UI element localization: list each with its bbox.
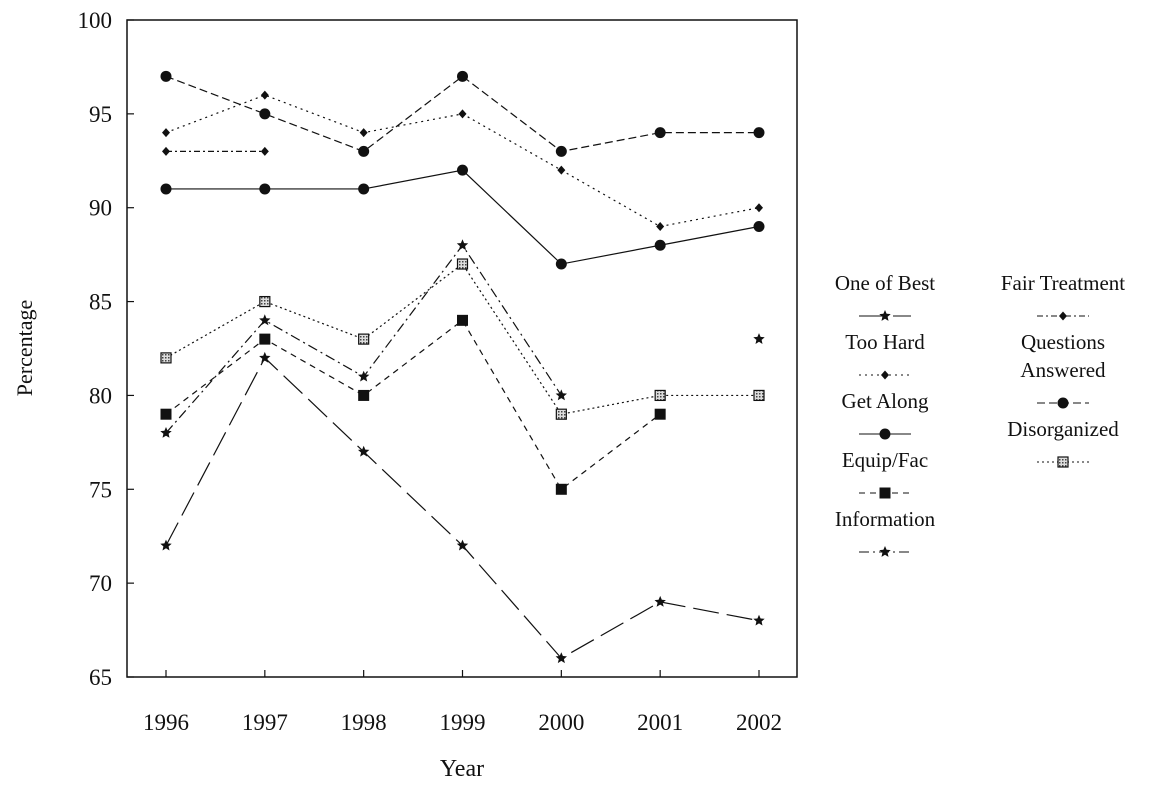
marker-star [555, 389, 567, 401]
marker-diamond [1059, 311, 1067, 321]
plot-frame [126, 19, 798, 678]
marker-star [358, 370, 370, 382]
marker-star [358, 445, 370, 457]
series-line [165, 356, 760, 659]
marker-star [753, 614, 765, 626]
y-axis-label: Percentage [12, 300, 37, 397]
marker-star [555, 652, 567, 664]
marker-circle [160, 183, 172, 195]
marker-circle [358, 145, 370, 157]
x-tick-label: 1996 [143, 710, 189, 735]
marker-circle [654, 127, 666, 139]
x-tick-label: 1997 [242, 710, 288, 735]
y-tick-label: 100 [78, 8, 113, 33]
y-tick-label: 65 [89, 665, 112, 690]
marker-circle [555, 145, 567, 157]
x-axis-label: Year [440, 756, 484, 782]
marker-star [259, 351, 271, 363]
marker-square [457, 314, 468, 326]
marker-star [259, 314, 271, 326]
marker-diamond [162, 146, 170, 156]
legend-label: Disorganized [1007, 417, 1119, 441]
marker-diamond [557, 165, 566, 175]
x-tick-label: 1999 [440, 710, 486, 735]
marker-checkered-square [160, 352, 172, 364]
x-tick-label: 2002 [736, 710, 782, 735]
y-tick-label: 90 [89, 196, 112, 221]
marker-circle [879, 428, 891, 440]
series-line [166, 245, 759, 433]
x-tick-label: 2001 [637, 710, 683, 735]
marker-square [358, 389, 370, 401]
marker-diamond [755, 203, 763, 213]
marker-diamond [260, 90, 269, 100]
marker-circle [555, 258, 567, 270]
x-tick-label: 1998 [341, 710, 387, 735]
legend-label: Get Along [842, 389, 929, 413]
series-line [165, 263, 759, 415]
marker-checkered-square [358, 333, 370, 345]
marker-diamond [260, 146, 269, 156]
legend-label-line: Answered [1020, 358, 1106, 382]
legend-label: Fair Treatment [1001, 271, 1125, 295]
marker-circle [160, 70, 172, 82]
legend-label: One of Best [835, 271, 935, 295]
y-tick-label: 80 [89, 383, 112, 408]
y-tick-label: 95 [89, 102, 112, 127]
y-tick-label: 75 [89, 477, 112, 502]
x-tick-label: 2000 [538, 710, 584, 735]
marker-checkered-square [1057, 456, 1069, 468]
marker-checkered-square [654, 389, 666, 402]
marker-diamond [656, 221, 665, 231]
marker-circle [654, 239, 666, 251]
marker-diamond [162, 128, 170, 138]
marker-circle [753, 127, 765, 139]
marker-square [879, 487, 891, 499]
marker-star [879, 310, 891, 321]
marker-square [259, 333, 271, 345]
marker-circle [457, 164, 468, 176]
marker-square [160, 408, 172, 420]
marker-circle [259, 183, 271, 195]
marker-square [555, 483, 567, 495]
marker-checkered-square [456, 258, 469, 270]
legend-label: Too Hard [845, 330, 925, 354]
marker-circle [753, 220, 765, 232]
marker-star [456, 539, 469, 551]
marker-star [160, 427, 172, 438]
marker-diamond [359, 128, 368, 138]
marker-checkered-square [753, 389, 765, 402]
series-line [166, 169, 760, 265]
marker-star [456, 239, 469, 251]
y-tick-label: 85 [89, 290, 112, 315]
marker-star [753, 333, 765, 344]
legend-label-line: Questions [1021, 330, 1105, 354]
marker-diamond [458, 109, 467, 119]
marker-diamond [881, 370, 889, 380]
marker-circle [259, 108, 271, 120]
legend-label: Questions Answered [1020, 330, 1106, 382]
marker-star [879, 546, 891, 557]
marker-checkered-square [259, 295, 271, 308]
marker-star [160, 539, 172, 551]
marker-checkered-square [555, 408, 567, 420]
marker-circle [1057, 397, 1069, 409]
series-line [165, 319, 661, 491]
y-tick-label: 70 [89, 571, 112, 596]
marker-circle [457, 70, 468, 82]
marker-circle [358, 183, 370, 195]
marker-star [654, 595, 666, 607]
legend-label: Information [835, 507, 936, 531]
legend-label: Equip/Fac [842, 448, 928, 472]
marker-square [654, 408, 666, 420]
